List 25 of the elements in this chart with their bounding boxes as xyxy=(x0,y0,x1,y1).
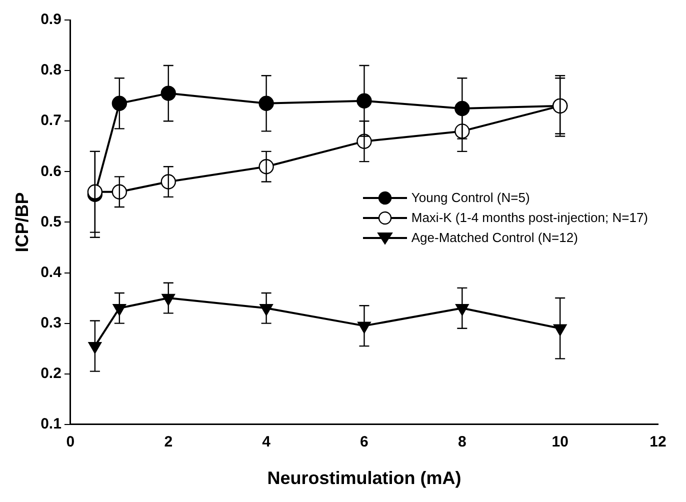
y-tick-label: 0.5 xyxy=(40,213,62,230)
y-tick-label: 0.1 xyxy=(40,416,62,433)
y-tick-label: 0.2 xyxy=(40,364,62,382)
legend-label: Young Control (N=5) xyxy=(411,189,530,207)
y-tick-label: 0.9 xyxy=(40,11,62,28)
y-tick-label: 0.6 xyxy=(40,162,62,180)
legend-label: Age-Matched Control (N=12) xyxy=(411,229,578,247)
y-tick-label: 0.7 xyxy=(40,112,62,130)
x-tick-label: 10 xyxy=(552,434,568,451)
y-axis-title: ICP/BP xyxy=(12,192,32,252)
x-tick-label: 0 xyxy=(66,434,75,451)
y-tick-label: 0.8 xyxy=(40,62,62,79)
x-tick-label: 2 xyxy=(164,434,173,451)
x-tick-label: 6 xyxy=(360,434,368,451)
x-tick-label: 12 xyxy=(650,434,666,451)
x-tick-label: 4 xyxy=(262,434,272,451)
x-tick-label: 8 xyxy=(458,434,466,451)
point xyxy=(112,96,128,112)
point xyxy=(160,174,176,190)
x-axis-title: Neurostimulation (mA) xyxy=(267,468,462,488)
point xyxy=(160,86,176,101)
point xyxy=(112,184,128,200)
legend-label: Maxi-K (1-4 months post-injection; N=17) xyxy=(411,209,648,227)
y-tick-label: 0.3 xyxy=(40,314,62,332)
y-tick-label: 0.4 xyxy=(40,264,62,281)
